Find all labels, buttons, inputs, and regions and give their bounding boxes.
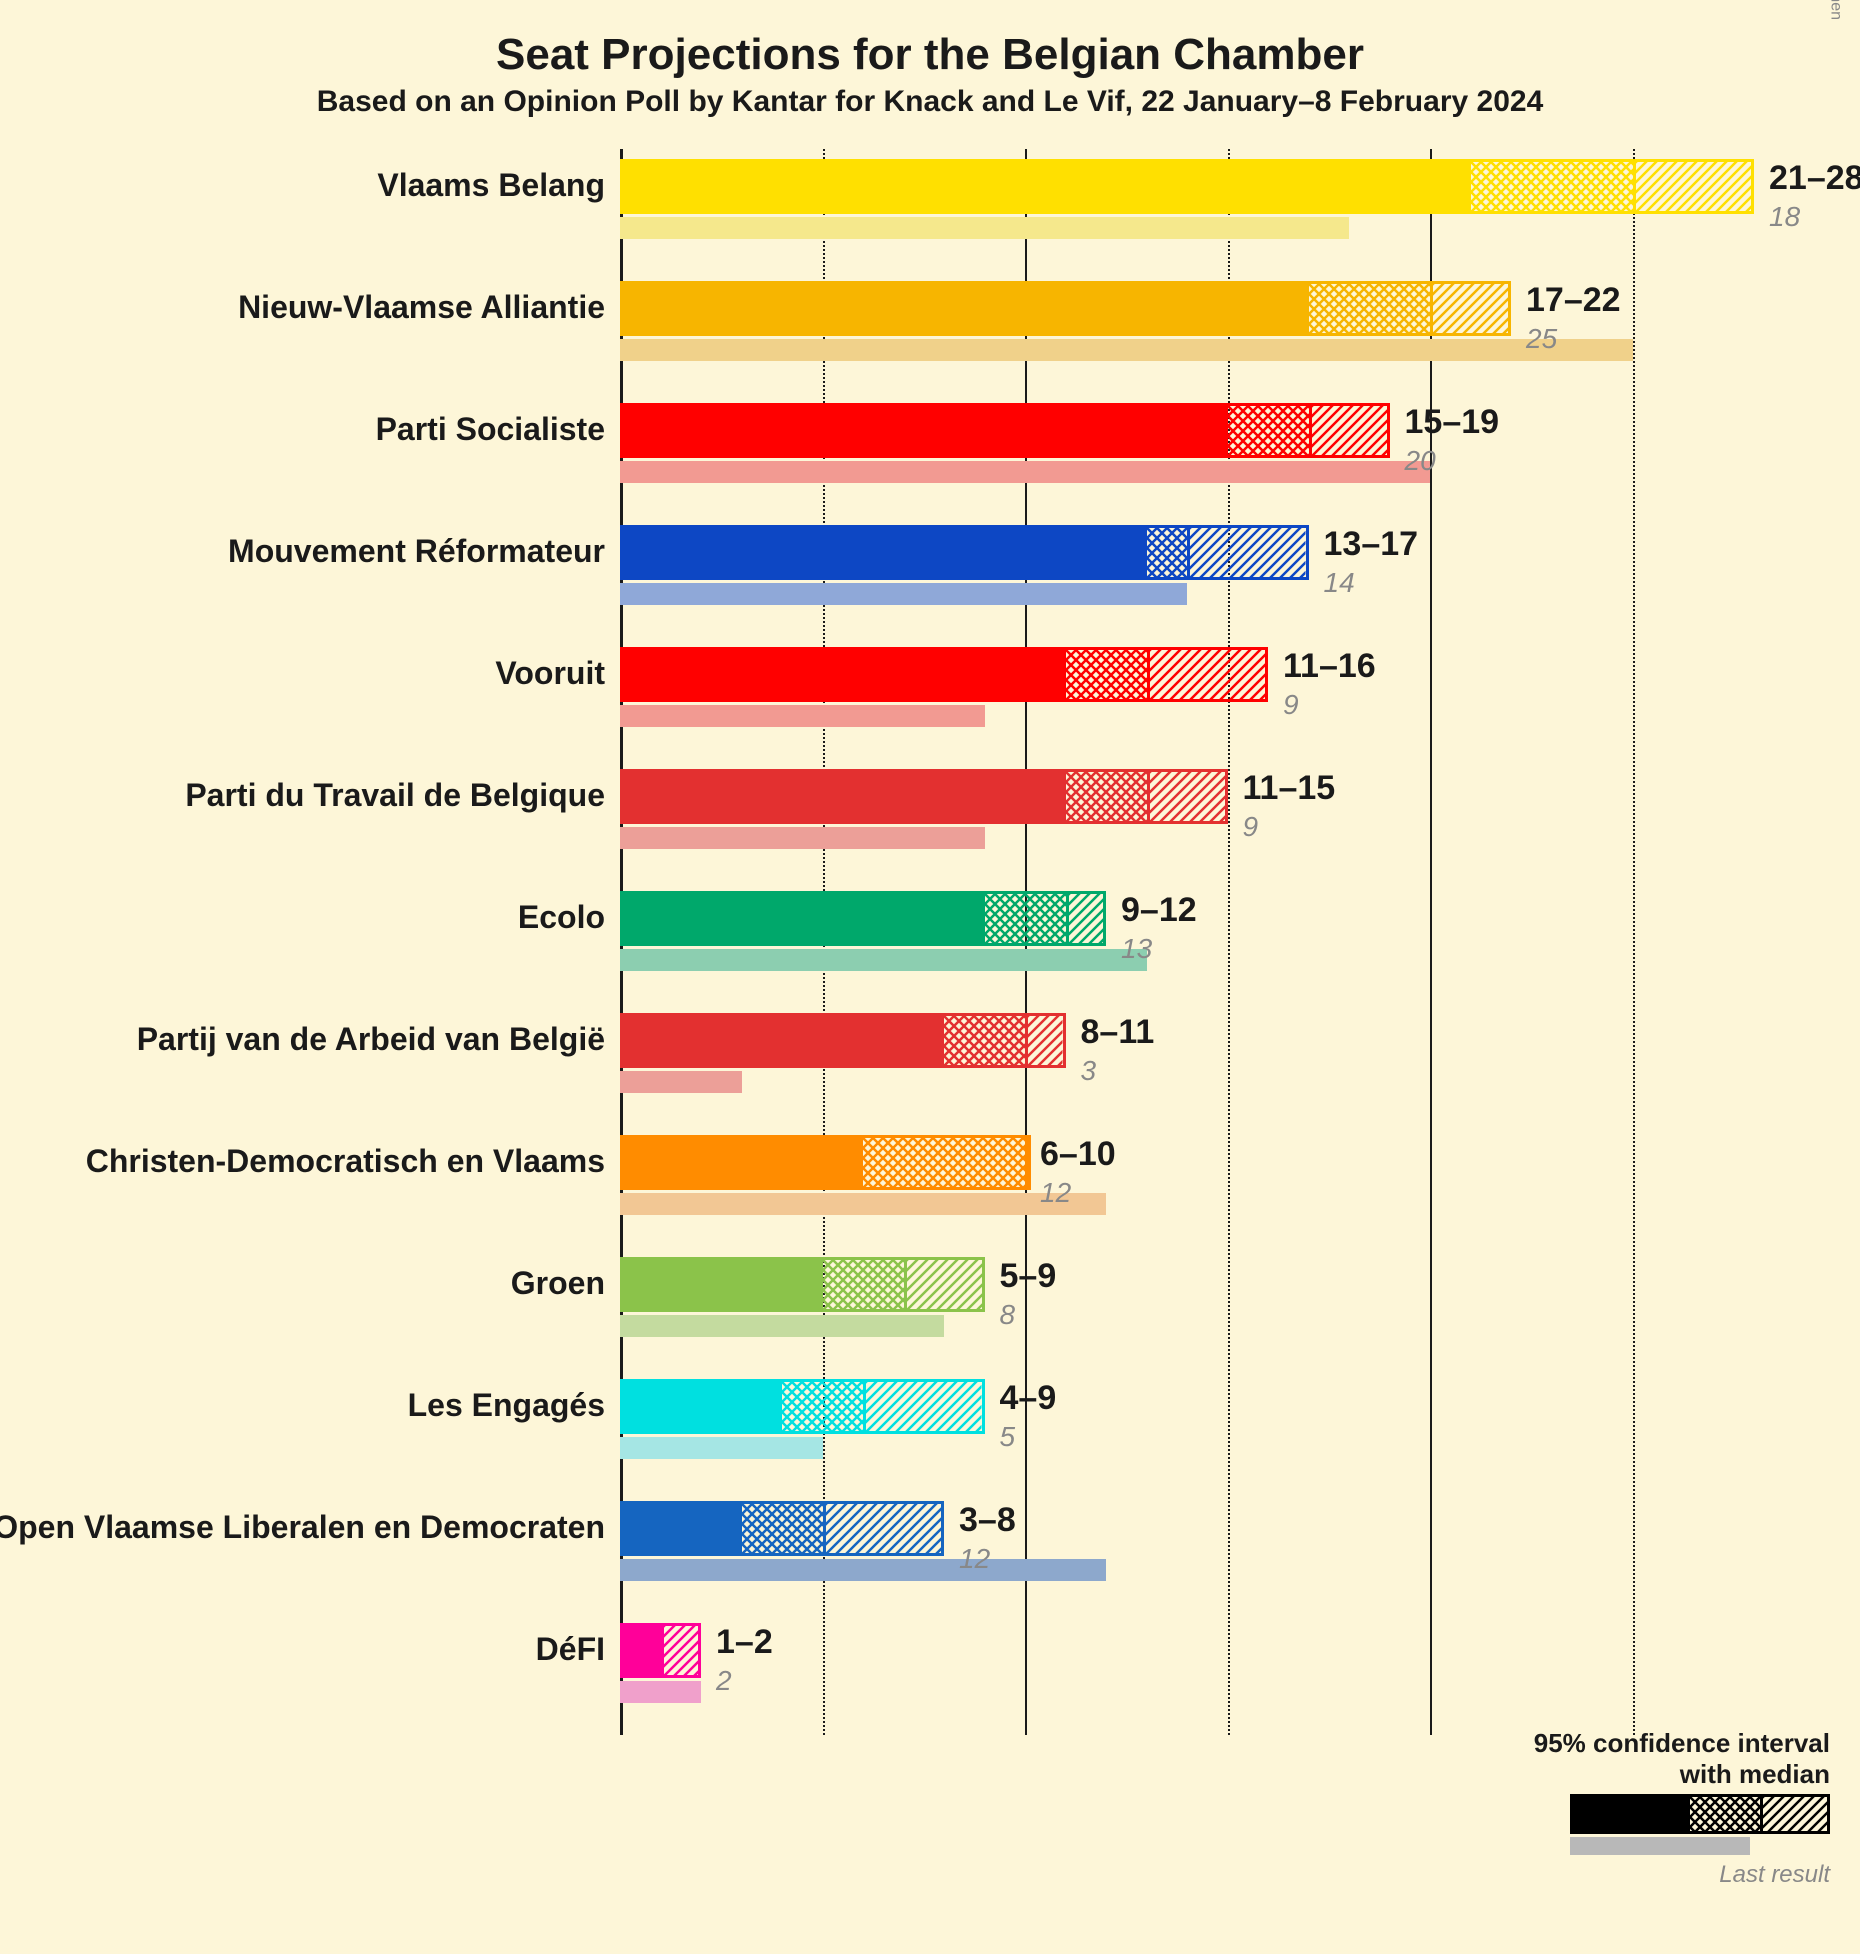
- legend-median-label: with median: [1534, 1759, 1830, 1790]
- party-row: Groen5–98: [620, 1247, 1770, 1369]
- last-result-label: 9: [1283, 689, 1299, 721]
- projection-bar: [620, 1623, 701, 1678]
- range-label: 4–9: [1000, 1379, 1057, 1418]
- party-label: Groen: [511, 1265, 605, 1302]
- party-row: Christen-Democratisch en Vlaams6–1012: [620, 1125, 1770, 1247]
- last-result-bar: [620, 339, 1633, 361]
- party-row: Ecolo9–1213: [620, 881, 1770, 1003]
- party-label: Christen-Democratisch en Vlaams: [86, 1143, 605, 1180]
- last-result-bar: [620, 1071, 742, 1093]
- last-result-label: 25: [1526, 323, 1557, 355]
- last-result-label: 12: [1040, 1177, 1071, 1209]
- last-result-label: 20: [1405, 445, 1436, 477]
- range-label: 9–12: [1121, 891, 1197, 930]
- projection-bar: [620, 1501, 944, 1556]
- last-result-label: 8: [1000, 1299, 1016, 1331]
- party-row: Open Vlaamse Liberalen en Democraten3–81…: [620, 1491, 1770, 1613]
- chart-subtitle: Based on an Opinion Poll by Kantar for K…: [0, 80, 1860, 149]
- last-result-bar: [620, 1193, 1106, 1215]
- last-result-bar: [620, 949, 1147, 971]
- legend: 95% confidence interval with median Last…: [1534, 1728, 1830, 1889]
- projection-bar: [620, 403, 1390, 458]
- party-row: Vlaams Belang21–2818: [620, 149, 1770, 271]
- projection-bar: [620, 1013, 1066, 1068]
- last-result-bar: [620, 1559, 1106, 1581]
- projection-bar: [620, 1135, 1025, 1190]
- projection-bar: [620, 1257, 985, 1312]
- last-result-label: 9: [1243, 811, 1259, 843]
- party-row: Parti du Travail de Belgique11–159: [620, 759, 1770, 881]
- projection-bar: [620, 769, 1228, 824]
- last-result-bar: [620, 1315, 944, 1337]
- range-label: 11–15: [1243, 769, 1336, 808]
- party-label: Mouvement Réformateur: [228, 533, 605, 570]
- party-row: Les Engagés4–95: [620, 1369, 1770, 1491]
- party-label: Vooruit: [495, 655, 605, 692]
- last-result-label: 14: [1324, 567, 1355, 599]
- last-result-bar: [620, 217, 1349, 239]
- party-label: Vlaams Belang: [377, 167, 605, 204]
- party-row: DéFI1–22: [620, 1613, 1770, 1735]
- range-label: 21–28: [1769, 159, 1860, 198]
- range-label: 17–22: [1526, 281, 1621, 320]
- projection-bar: [620, 159, 1754, 214]
- last-result-label: 3: [1081, 1055, 1097, 1087]
- projection-bar: [620, 525, 1309, 580]
- last-result-bar: [620, 583, 1187, 605]
- party-label: Les Engagés: [408, 1387, 605, 1424]
- last-result-label: 13: [1121, 933, 1152, 965]
- legend-bars: [1570, 1794, 1830, 1859]
- party-row: Partij van de Arbeid van België8–113: [620, 1003, 1770, 1125]
- projection-bar: [620, 647, 1268, 702]
- range-label: 11–16: [1283, 647, 1376, 686]
- party-label: Ecolo: [518, 899, 605, 936]
- party-row: Mouvement Réformateur13–1714: [620, 515, 1770, 637]
- last-result-bar: [620, 1437, 823, 1459]
- last-result-bar: [620, 827, 985, 849]
- range-label: 15–19: [1405, 403, 1500, 442]
- projection-bar: [620, 1379, 985, 1434]
- range-label: 5–9: [1000, 1257, 1057, 1296]
- last-result-label: 5: [1000, 1421, 1016, 1453]
- party-label: Nieuw-Vlaamse Alliantie: [238, 289, 605, 326]
- range-label: 8–11: [1081, 1013, 1155, 1052]
- range-label: 1–2: [716, 1623, 773, 1662]
- projection-bar: [620, 281, 1511, 336]
- legend-last-label: Last result: [1534, 1861, 1830, 1889]
- last-result-bar: [620, 705, 985, 727]
- projection-bar: [620, 891, 1106, 946]
- party-row: Vooruit11–169: [620, 637, 1770, 759]
- range-label: 3–8: [959, 1501, 1016, 1540]
- last-result-bar: [620, 1681, 701, 1703]
- copyright: © 2024 Filip van Laenen: [1827, 0, 1845, 20]
- chart-title: Seat Projections for the Belgian Chamber: [0, 0, 1860, 80]
- party-row: Parti Socialiste15–1920: [620, 393, 1770, 515]
- last-result-label: 12: [959, 1543, 990, 1575]
- chart-area: Vlaams Belang21–2818Nieuw-Vlaamse Allian…: [620, 149, 1770, 1735]
- legend-ci-label: 95% confidence interval: [1534, 1728, 1830, 1759]
- last-result-label: 18: [1769, 201, 1800, 233]
- party-label: Parti Socialiste: [376, 411, 605, 448]
- last-result-label: 2: [716, 1665, 732, 1697]
- range-label: 13–17: [1324, 525, 1419, 564]
- party-label: Open Vlaamse Liberalen en Democraten: [0, 1509, 605, 1546]
- party-label: DéFI: [536, 1631, 605, 1668]
- party-label: Partij van de Arbeid van België: [137, 1021, 605, 1058]
- last-result-bar: [620, 461, 1430, 483]
- party-row: Nieuw-Vlaamse Alliantie17–2225: [620, 271, 1770, 393]
- range-label: 6–10: [1040, 1135, 1116, 1174]
- party-label: Parti du Travail de Belgique: [185, 777, 605, 814]
